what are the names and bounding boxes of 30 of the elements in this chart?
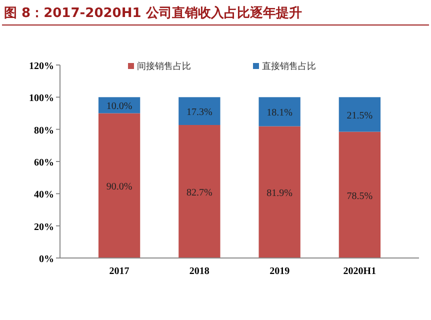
bar [98, 113, 140, 258]
x-tick-label: 2018 [189, 266, 210, 277]
data-label: 17.3% [186, 107, 212, 118]
data-label: 10.0% [106, 101, 132, 112]
data-label: 78.5% [346, 190, 373, 202]
y-tick-label: 40% [34, 190, 54, 201]
data-label: 81.9% [266, 188, 292, 200]
y-tick-label: 120% [29, 61, 54, 72]
legend-label: 直接销售占比 [262, 61, 316, 72]
y-tick-label: 80% [34, 125, 54, 136]
legend-label: 间接销售占比 [137, 61, 191, 72]
x-tick-label: 2017 [109, 266, 130, 277]
chart-title: 图 8：2017-2020H1 公司直销收入占比逐年提升 [4, 5, 302, 21]
x-tick-label: 2020H1 [343, 266, 376, 277]
data-label: 82.7% [186, 187, 212, 198]
y-tick-label: 20% [34, 222, 54, 233]
bar [258, 126, 300, 258]
y-tick-label: 0% [39, 254, 54, 265]
y-tick-label: 100% [29, 93, 54, 104]
data-label: 18.1% [266, 108, 292, 119]
bar [338, 97, 381, 132]
y-tick-label: 60% [34, 158, 54, 168]
data-label: 21.5% [346, 110, 373, 122]
x-tick-label: 2019 [270, 266, 290, 277]
bar [258, 97, 300, 126]
bar [178, 97, 220, 125]
bar [98, 97, 140, 114]
bar [178, 124, 220, 258]
data-label: 90.0% [106, 182, 132, 193]
bar [338, 132, 381, 258]
